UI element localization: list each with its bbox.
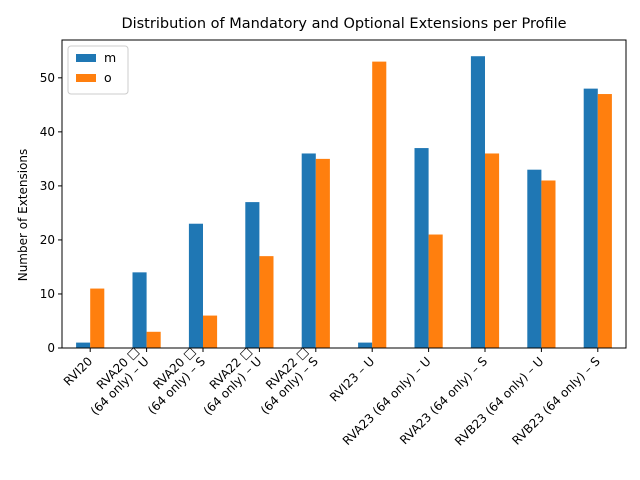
bar-m-1 [132, 272, 147, 348]
chart-title: Distribution of Mandatory and Optional E… [121, 16, 566, 32]
y-tick-label-2: 20 [40, 233, 55, 247]
bar-o-9 [597, 94, 612, 348]
bar-o-8 [541, 180, 556, 348]
bar-o-4 [315, 158, 330, 348]
y-tick-label-1: 10 [40, 287, 55, 301]
y-tick-label-3: 30 [40, 179, 55, 193]
legend-label-m: m [104, 50, 116, 65]
bar-m-2 [188, 223, 203, 348]
bar-o-3 [259, 256, 274, 348]
bar-o-0 [90, 288, 105, 348]
y-tick-label-5: 50 [40, 71, 55, 85]
legend-label-o: o [104, 70, 112, 85]
legend-box [67, 45, 129, 95]
bar-o-7 [485, 153, 500, 348]
y-tick-label-0: 0 [47, 341, 55, 355]
bar-m-6 [414, 148, 429, 348]
bar-o-2 [203, 315, 218, 348]
bar-m-8 [527, 169, 542, 348]
y-tick-label-4: 40 [40, 125, 55, 139]
bar-m-5 [358, 342, 373, 348]
bar-m-4 [301, 153, 316, 348]
legend-swatch-m [76, 54, 96, 62]
legend-swatch-o [76, 74, 96, 82]
y-axis-label: Number of Extensions [16, 149, 30, 282]
plot-frame [61, 39, 627, 349]
bars-group [76, 56, 612, 349]
bar-o-6 [428, 234, 443, 348]
bar-o-1 [146, 331, 161, 348]
y-axis: 0 10 20 30 40 50 [40, 71, 62, 355]
legend: mo [67, 45, 129, 95]
bar-m-3 [245, 202, 260, 348]
bar-m-9 [583, 88, 598, 348]
bar-m-7 [470, 56, 485, 349]
bar-o-5 [372, 61, 387, 348]
bar-m-0 [76, 342, 91, 348]
